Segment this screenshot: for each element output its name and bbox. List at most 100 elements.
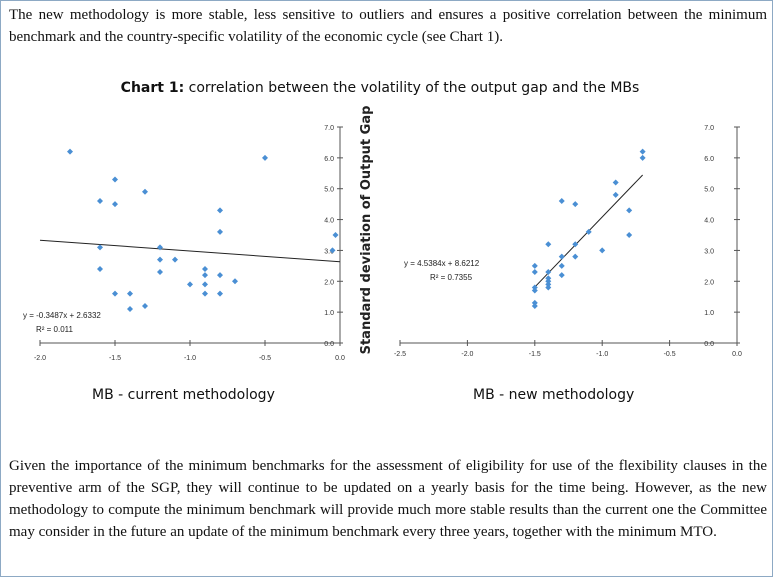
chart1-x-tick-label: -0.5 — [259, 355, 271, 362]
chart1-r-squared: R² = 0.011 — [36, 325, 74, 334]
chart1-data-point — [157, 244, 163, 251]
chart2-data-point — [531, 262, 538, 269]
chart1-y-tick-label: 7.0 — [324, 125, 334, 132]
chart1-data-point — [332, 232, 339, 238]
chart2-data-point — [531, 302, 538, 309]
chart2-data-point — [531, 269, 538, 276]
chart1-data-point — [172, 256, 178, 263]
chart-current-methodology: Standard deviation of Output Gap y = -0.… — [23, 106, 374, 362]
chart1-data-point — [97, 244, 103, 251]
chart1-data-point — [202, 272, 208, 279]
chart1-data-point — [142, 188, 148, 195]
chart1-data-point — [232, 278, 238, 285]
chart2-data-point — [572, 253, 579, 260]
chart2-y-tick-label: 1.0 — [704, 310, 714, 317]
chart1-caption: MB - current methodology — [92, 387, 275, 403]
chart1-data-point — [67, 148, 73, 155]
chart-title-label: Chart 1: — [120, 80, 185, 96]
chart1-y-tick-label: 6.0 — [324, 156, 334, 163]
chart1-data-point — [157, 256, 163, 263]
chart1-data-point — [329, 247, 336, 254]
chart2-data-point — [612, 191, 619, 198]
chart2-y-tick-label: 4.0 — [704, 218, 714, 225]
chart2-data-point — [558, 262, 565, 269]
chart1-data-point — [142, 302, 148, 309]
chart2-data-point — [585, 228, 592, 235]
chart2-data-point — [558, 253, 565, 260]
chart1-x-tick-label: -1.5 — [109, 355, 121, 362]
chart2-y-tick-label: 5.0 — [704, 187, 714, 194]
chart-new-methodology: y = 4.5384x + 8.6212 R² = 0.7355 0.0 1.0 2… — [394, 125, 742, 358]
chart2-r-squared: R² = 0.7355 — [430, 273, 473, 282]
chart1-y-tick-label: 1.0 — [324, 310, 334, 317]
chart2-data-point — [531, 299, 538, 306]
chart1-y-tick-label: 5.0 — [324, 187, 334, 194]
chart2-x-tick-label: -1.5 — [529, 351, 541, 358]
chart2-y-tick-label: 2.0 — [704, 279, 714, 286]
chart-title: Chart 1: correlation between the volatil… — [0, 80, 760, 96]
chart1-trendline — [39, 239, 341, 263]
chart2-y-tick-label: 0.0 — [704, 341, 714, 348]
chart1-equation: y = -0.3487x + 2.6332 — [23, 311, 101, 320]
chart1-y-tick-label: 3.0 — [324, 248, 334, 255]
chart1-x-tick-label: -2.0 — [34, 355, 46, 362]
chart1-data-point — [127, 290, 133, 297]
chart1-data-point — [112, 290, 118, 297]
intro-paragraph: The new methodology is more stable, less… — [9, 7, 767, 45]
chart2-x-tick-label: 0.0 — [732, 351, 742, 358]
chart2-x-tick-label: -0.5 — [664, 351, 676, 358]
chart2-data-point — [639, 148, 646, 155]
chart2-y-tick-label: 6.0 — [704, 156, 714, 163]
chart2-data-point — [545, 275, 552, 282]
closing-paragraph: Given the importance of the minimum benc… — [9, 458, 767, 540]
chart1-data-point — [217, 272, 223, 279]
chart2-data-point — [572, 241, 579, 248]
chart2-data-point — [531, 287, 538, 294]
chart2-x-tick-label: -1.0 — [596, 351, 608, 358]
chart2-data-point — [612, 179, 619, 186]
chart2-data-point — [531, 284, 538, 291]
chart2-data-point — [626, 207, 633, 214]
chart2-data-point — [545, 281, 552, 288]
chart1-data-point — [127, 306, 133, 313]
chart1-data-point — [217, 228, 223, 235]
chart1-data-point — [202, 290, 208, 297]
chart1-x-tick-label: -1.0 — [184, 355, 196, 362]
chart1-x-tick-label: 0.0 — [335, 355, 345, 362]
chart2-data-point — [545, 284, 552, 291]
chart2-data-point — [599, 247, 606, 254]
chart1-data-point — [97, 265, 103, 272]
chart2-data-point — [639, 154, 646, 161]
chart2-y-tick-label: 7.0 — [704, 125, 714, 132]
chart-area: Standard deviation of Output Gap y = -0.… — [23, 106, 742, 362]
chart1-data-point — [112, 201, 118, 208]
chart2-x-tick-label: -2.5 — [394, 351, 406, 358]
chart1-data-point — [187, 281, 193, 288]
chart2-data-point — [558, 272, 565, 279]
chart2-equation: y = 4.5384x + 8.6212 — [404, 259, 480, 268]
chart2-data-point — [545, 269, 552, 276]
chart2-x-tick-label: -2.0 — [461, 351, 473, 358]
chart1-data-point — [202, 281, 208, 288]
chart1-data-point — [97, 198, 103, 205]
chart2-data-point — [558, 198, 565, 205]
chart2-data-point — [545, 278, 552, 285]
chart1-data-point — [217, 290, 223, 297]
chart2-data-point — [626, 232, 633, 238]
chart1-y-tick-label: 0.0 — [324, 341, 334, 348]
chart1-y-tick-label: 2.0 — [324, 279, 334, 286]
chart2-y-tick-label: 3.0 — [704, 248, 714, 255]
chart2-data-point — [572, 201, 579, 208]
chart1-y-axis-label: Standard deviation of Output Gap — [359, 106, 374, 355]
chart1-y-tick-label: 4.0 — [324, 218, 334, 225]
chart2-caption: MB - new methodology — [473, 387, 635, 403]
chart2-data-point — [545, 241, 552, 248]
chart1-data-point — [112, 176, 118, 183]
chart1-data-point — [262, 154, 268, 161]
chart1-data-point — [217, 207, 223, 214]
chart1-data-point — [157, 269, 163, 276]
chart1-data-point — [202, 265, 208, 272]
chart-title-text: correlation between the volatility of th… — [184, 80, 640, 96]
